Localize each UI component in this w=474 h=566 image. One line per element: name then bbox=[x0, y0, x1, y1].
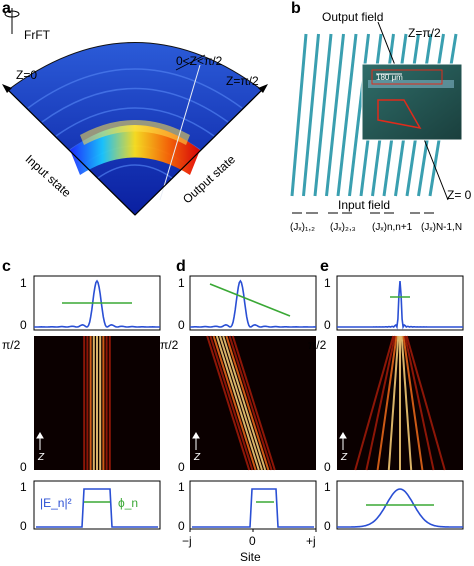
panel-e-amplitude-curve bbox=[337, 280, 463, 330]
legend-amplitude: |E_n|² bbox=[40, 496, 72, 510]
z-arrows bbox=[36, 432, 347, 450]
d-mid-tick-0: 0 bbox=[178, 460, 185, 474]
heatmap-stripe bbox=[231, 335, 276, 471]
panel-d-phase-line bbox=[209, 283, 291, 317]
panel-d-letter: d bbox=[176, 258, 186, 275]
panel-b-letter: b bbox=[291, 0, 301, 17]
heatmap-stripe bbox=[228, 335, 273, 471]
waveguide bbox=[336, 33, 358, 197]
zend-label: Z=π/2 bbox=[226, 74, 259, 88]
panel-c bbox=[33, 275, 161, 530]
heatmap-stripe bbox=[206, 335, 251, 471]
zmid-label: 0<Z<π/2 bbox=[176, 54, 223, 68]
frft-label: FrFT bbox=[24, 28, 50, 42]
waveguide bbox=[302, 33, 320, 197]
waveguide bbox=[290, 33, 308, 197]
heatmap-stripe bbox=[365, 335, 396, 471]
e-bottom-tick-0: 0 bbox=[324, 519, 331, 533]
z-top-label: Z=π/2 bbox=[408, 26, 441, 40]
z-bottom-label: Z= 0 bbox=[447, 188, 472, 202]
heatmap-stripe bbox=[405, 335, 446, 471]
c-bottom-tick-0: 0 bbox=[20, 519, 27, 533]
panel-b-waveguide-array bbox=[290, 21, 463, 214]
heatmap-stripe bbox=[212, 335, 257, 471]
coupling-1-2: (Jₓ)₁,₂ bbox=[290, 222, 315, 233]
x-tick-neg-j: −j bbox=[182, 534, 192, 548]
panel-c-letter: c bbox=[2, 258, 11, 275]
heatmap-stripe bbox=[404, 335, 435, 471]
c-top-tick-0: 0 bbox=[20, 318, 27, 332]
legend-phase: ϕ_n bbox=[118, 496, 139, 510]
d-top-tick-0: 0 bbox=[178, 318, 185, 332]
panel-c-bottom-axes bbox=[33, 480, 161, 530]
c-z-label: Z bbox=[38, 452, 45, 463]
d-mid-tick-pi2: π/2 bbox=[160, 338, 179, 352]
e-bottom-tick-1: 1 bbox=[324, 480, 331, 494]
z0-label: Z=0 bbox=[16, 68, 38, 82]
e-z-label: Z bbox=[341, 452, 348, 463]
waveguide bbox=[348, 33, 370, 197]
coupling-n-n1: (Jₓ)n,n+1 bbox=[372, 222, 413, 233]
panel-d-amplitude-curve bbox=[190, 279, 316, 328]
d-z-label: Z bbox=[194, 452, 201, 463]
panel-a-letter: a bbox=[2, 0, 11, 17]
heatmap-stripe bbox=[225, 335, 270, 471]
panel-c-amplitude-curve bbox=[33, 279, 161, 328]
d-top-tick-1: 1 bbox=[178, 276, 185, 290]
panel-d bbox=[189, 275, 317, 532]
d-bottom-tick-0: 0 bbox=[178, 519, 185, 533]
heatmap-stripe bbox=[400, 335, 413, 471]
heatmap-stripe bbox=[376, 335, 398, 471]
d-bottom-tick-1: 1 bbox=[178, 480, 185, 494]
heatmap-stripe bbox=[215, 335, 260, 471]
heatmap-stripe bbox=[387, 335, 400, 471]
output-field-label: Output field bbox=[322, 10, 384, 24]
c-mid-tick-0: 0 bbox=[20, 460, 27, 474]
heatmap-stripe bbox=[209, 335, 254, 471]
heatmap-stripe bbox=[402, 335, 424, 471]
heatmap-stripe bbox=[219, 335, 263, 471]
panel-e-letter: e bbox=[320, 258, 329, 275]
coupling-2-3: (Jₓ)₂,₃ bbox=[330, 222, 356, 233]
waveguide bbox=[325, 33, 345, 197]
input-field-label: Input field bbox=[338, 198, 391, 212]
c-bottom-tick-1: 1 bbox=[20, 480, 27, 494]
panel-a-illustration bbox=[2, 8, 268, 216]
waveguide bbox=[313, 33, 333, 197]
heatmap-stripe bbox=[222, 335, 267, 471]
panel-e bbox=[336, 275, 464, 530]
e-top-tick-0: 0 bbox=[324, 318, 331, 332]
e-mid-tick-0: 0 bbox=[324, 460, 331, 474]
coupling-N1-N: (Jₓ)N-1,N bbox=[421, 222, 463, 233]
e-mid-tick-pi2: π/2 bbox=[308, 338, 327, 352]
panel-d-top-axes bbox=[189, 275, 317, 331]
scale-bar-label: 180 μm bbox=[376, 73, 403, 82]
c-top-tick-1: 1 bbox=[20, 276, 27, 290]
heatmap-stripe bbox=[354, 335, 395, 471]
x-tick-pos-j: +j bbox=[306, 534, 316, 548]
c-mid-tick-pi2: π/2 bbox=[2, 338, 21, 352]
x-tick-zero: 0 bbox=[249, 534, 256, 548]
x-axis-label: Site bbox=[240, 550, 261, 564]
e-top-tick-1: 1 bbox=[324, 276, 331, 290]
